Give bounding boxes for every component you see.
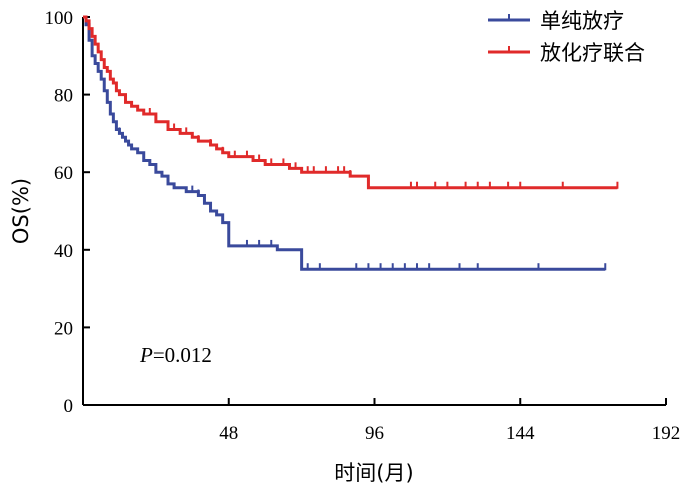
x-tick-label: 48 — [219, 423, 238, 444]
y-tick-label: 40 — [54, 241, 73, 262]
series-group — [83, 15, 619, 271]
y-tick-label: 80 — [54, 86, 73, 107]
x-tick-label: 192 — [652, 423, 681, 444]
x-axis-title: 时间(月) — [334, 461, 413, 485]
legend-label-1: 单纯放疗 — [540, 9, 624, 33]
x-tick-label: 144 — [506, 423, 535, 444]
series-line-1 — [83, 15, 606, 271]
series-line-2 — [83, 15, 618, 190]
y-tick-label: 100 — [45, 8, 74, 29]
x-tick-label: 96 — [365, 423, 384, 444]
y-axis-title: OS(%) — [9, 178, 33, 244]
p-value-annotation: P=0.012 — [139, 343, 212, 367]
legend-label-2: 放化疗联合 — [540, 41, 645, 65]
p-value-text: =0.012 — [153, 343, 212, 367]
p-value-symbol: P — [139, 343, 153, 367]
y-tick-label: 0 — [64, 396, 74, 417]
y-ticks: 0 20 40 60 80 100 — [45, 8, 90, 417]
x-ticks: 48 96 144 192 — [219, 398, 680, 444]
y-tick-label: 60 — [54, 163, 73, 184]
y-tick-label: 20 — [54, 318, 73, 339]
